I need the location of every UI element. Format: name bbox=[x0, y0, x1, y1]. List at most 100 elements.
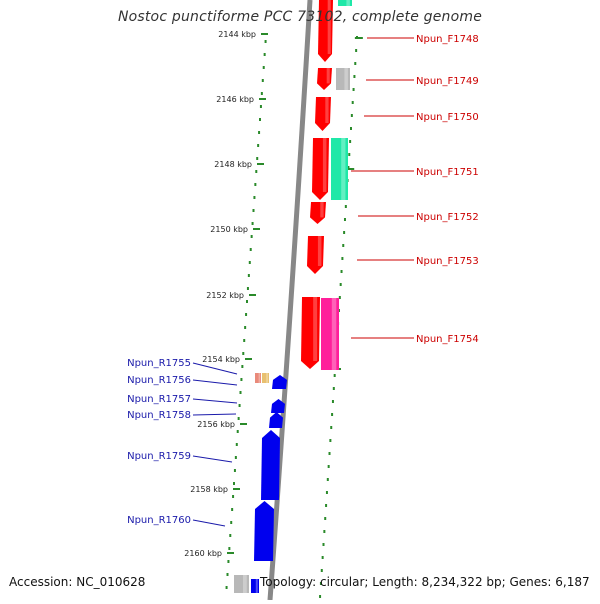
feature-trna-1 bbox=[255, 373, 261, 383]
gene-npun-f1749-shade bbox=[326, 68, 330, 84]
gene-npun-f1752-shade bbox=[320, 202, 324, 218]
scale-dot-right bbox=[354, 62, 357, 65]
scale-dot-right bbox=[333, 374, 336, 377]
reverse-gene-label: Npun_R1756 bbox=[127, 375, 191, 386]
scale-dot-left bbox=[233, 469, 236, 472]
feature-trna-2-shade bbox=[266, 373, 268, 383]
scale-dot-right bbox=[347, 166, 350, 169]
reverse-gene-label: Npun_R1757 bbox=[127, 394, 191, 405]
scale-dot-right bbox=[349, 127, 352, 130]
scale-dot-left bbox=[259, 118, 261, 121]
scale-dot-left bbox=[225, 586, 228, 589]
tick-layer: 2144 kbp 2146 kbp 2148 kbp 2150 kbp 2152 kbp… bbox=[184, 30, 268, 558]
gene-npun-f1754 bbox=[301, 297, 320, 369]
scale-dot-left bbox=[233, 482, 235, 485]
scale-dot-right bbox=[326, 478, 329, 481]
scale-dot-left bbox=[242, 352, 245, 355]
reverse-gene-label: Npun_R1758 bbox=[127, 410, 191, 421]
gene-labels: Npun_F1748 Npun_F1749 Npun_F1750 Npun_F1751… bbox=[127, 34, 479, 526]
gene-npun-f1751-shade bbox=[322, 138, 327, 192]
gene-npun-r1755 bbox=[272, 375, 287, 389]
scale-tick-label: 2156 kbp bbox=[197, 420, 235, 429]
scale-dot-right bbox=[352, 88, 355, 91]
reverse-leader-line bbox=[192, 413, 237, 416]
feature-cyan-1751-shade bbox=[341, 138, 346, 200]
scale-dot-left bbox=[229, 534, 232, 537]
scale-tick-label: 2146 kbp bbox=[216, 95, 254, 104]
gene-npun-r1759 bbox=[261, 430, 280, 500]
scale-dot-left bbox=[228, 547, 231, 550]
scale-dot-left bbox=[227, 560, 230, 563]
gene-npun-r1760 bbox=[254, 501, 274, 561]
scale-dot-left bbox=[256, 157, 259, 160]
genome-backbone bbox=[267, 0, 313, 601]
scale-dot-left bbox=[251, 222, 254, 225]
scale-dot-right bbox=[331, 413, 334, 416]
scale-dot-left bbox=[253, 196, 256, 199]
scale-dot-right bbox=[322, 543, 325, 546]
scale-dot-right bbox=[344, 205, 347, 208]
scale-dot-left bbox=[262, 66, 265, 69]
scale-dot-right bbox=[342, 244, 345, 247]
feature-cyan-top bbox=[338, 0, 352, 6]
scale-dot-right bbox=[355, 49, 358, 52]
scale-dot-right bbox=[349, 140, 352, 143]
scale-dot-left bbox=[236, 430, 239, 433]
gene-npun-f1753 bbox=[307, 236, 324, 274]
scale-dot-right bbox=[319, 582, 322, 585]
scale-dot-right bbox=[324, 517, 327, 520]
gene-npun-r1757 bbox=[271, 399, 285, 413]
scale-dot-left bbox=[245, 313, 248, 316]
scale-dot-right bbox=[348, 153, 351, 156]
scale-tick-label: 2154 kbp bbox=[202, 355, 240, 364]
scale-dot-left bbox=[255, 170, 258, 173]
scale-tick-label: 2152 kbp bbox=[206, 291, 244, 300]
scale-tick-label: 2144 kbp bbox=[218, 30, 256, 39]
feature-magenta-1754-shade bbox=[331, 298, 337, 370]
scale-dot-left bbox=[259, 105, 262, 108]
reverse-gene-label: Npun_R1759 bbox=[127, 451, 191, 462]
scale-dot-left bbox=[226, 573, 229, 576]
scale-dots bbox=[225, 36, 363, 598]
feature-grey-bottom-shade bbox=[243, 575, 247, 593]
scale-dot-right bbox=[320, 569, 323, 572]
scale-dot-right bbox=[325, 504, 328, 507]
scale-dot-left bbox=[264, 40, 267, 43]
reverse-leader-line bbox=[192, 398, 238, 404]
scale-dot-right bbox=[338, 296, 341, 299]
feature-grey-1749 bbox=[336, 68, 350, 90]
scale-dot-left bbox=[257, 144, 260, 147]
forward-gene-label: Npun_F1750 bbox=[416, 112, 479, 123]
gene-npun-f1753-shade bbox=[317, 236, 322, 266]
scale-dot-right bbox=[321, 556, 324, 559]
accession-text: Accession: NC_010628 bbox=[9, 575, 146, 589]
gene-npun-f1750-shade bbox=[325, 97, 329, 123]
reverse-leader-line bbox=[192, 455, 233, 463]
scale-dot-right bbox=[329, 439, 332, 442]
scale-dot-right bbox=[351, 101, 354, 104]
forward-gene-label: Npun_F1752 bbox=[416, 212, 479, 223]
reverse-leader-line bbox=[192, 519, 226, 527]
scale-dot-right bbox=[330, 426, 333, 429]
feature-grey-1749-shade bbox=[344, 68, 348, 90]
feature-blue-bottom-shade bbox=[255, 579, 258, 593]
scale-dot-right bbox=[339, 283, 342, 286]
genome-summary: Topology: circular; Length: 8,234,322 bp… bbox=[260, 575, 590, 589]
scale-dot-right bbox=[353, 75, 356, 78]
gene-npun-f1748-shade bbox=[327, 0, 331, 54]
scale-dot-left bbox=[243, 339, 246, 342]
reverse-gene-label: Npun_R1755 bbox=[127, 358, 191, 369]
gene-npun-f1748 bbox=[318, 0, 333, 62]
scale-dot-right bbox=[319, 595, 322, 598]
gene-npun-f1751 bbox=[312, 138, 329, 200]
scale-dot-right bbox=[341, 257, 344, 260]
scale-dot-left bbox=[239, 391, 242, 394]
forward-gene-label: Npun_F1749 bbox=[416, 76, 479, 87]
forward-gene-label: Npun_F1748 bbox=[416, 34, 479, 45]
scale-dot-left bbox=[247, 274, 250, 277]
scale-dot-right bbox=[332, 387, 335, 390]
gene-npun-f1749 bbox=[317, 68, 332, 90]
feature-cyan-1751 bbox=[331, 138, 348, 200]
